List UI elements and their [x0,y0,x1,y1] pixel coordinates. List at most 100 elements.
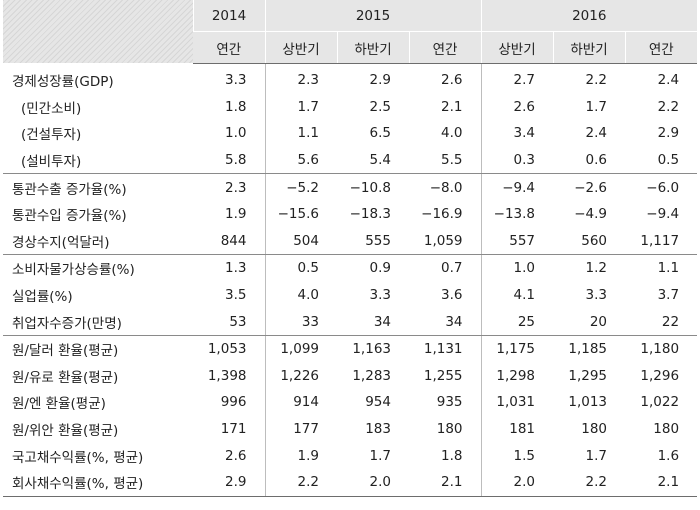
value-cell: 2.2 [264,468,337,497]
value-cell: 1,295 [568,367,608,384]
value-cell: 0.5 [625,146,698,175]
value-cell: 1.1 [264,120,337,147]
value-cell: 3.3 [369,287,391,304]
value-cell: 34 [337,308,409,336]
value-cell: 1.7 [264,93,337,121]
value-cell: 1,059 [409,227,482,256]
value-cell: 25 [480,308,554,336]
value-cell: 1,131 [423,341,463,358]
value-cell: −4.9 [574,206,608,223]
value-cell: 183 [365,421,391,438]
year-header-2016: 2016 [480,0,698,32]
value-cell: 1.7 [585,98,608,115]
value-cell: 1.0 [225,125,247,142]
value-cell: 6.5 [369,125,391,142]
value-cell: 2.2 [585,72,608,89]
row-label: 소비자물가상승률(%) [12,262,135,279]
value-cell: 1.5 [480,442,554,469]
table-row: (민간소비) 1.8 1.7 2.5 2.1 2.6 1.7 2.2 [3,93,697,121]
period-header: 하반기 [336,31,409,64]
value-cell: 1,255 [423,367,463,384]
value-cell: 4.1 [480,281,554,309]
value-cell: 954 [365,394,391,411]
value-cell: 20 [553,308,626,336]
value-cell: 1.1 [657,260,680,277]
table-row: 통관수입 증가율(%) 1.9 −15.6 −18.3 −16.9 −13.8 −4.9 −9… [3,200,697,228]
period-header: 연간 [624,31,698,64]
row-label: (설비투자) [3,146,193,175]
row-label: 원/달러 환율(평균) [12,343,119,360]
table-row: 회사채수익률(%, 평균) 2.9 2.2 2.0 2.1 2.0 2.2 2.1 [3,468,698,497]
value-cell: 1.0 [480,254,554,282]
period-header: 하반기 [552,31,626,64]
value-cell: 180 [653,421,680,438]
value-cell: 1,022 [640,394,680,411]
year-header-row: 2014 2015 2016 [3,0,698,64]
period-header: 연간 [408,31,482,64]
value-cell: 2.2 [553,468,626,497]
row-label: 국고채수익률(%, 평균) [12,449,144,466]
value-cell: 1,398 [207,367,247,384]
value-cell: 1,226 [264,362,337,390]
row-label: 회사채수익률(%, 평균) [3,468,193,497]
value-cell: 2.4 [585,125,608,142]
economic-forecast-table: 2014 2015 2016 연간 상반기 하반기 연간 상반기 하반기 연간 … [3,0,698,497]
value-cell: 1,163 [352,341,391,358]
value-cell: 557 [480,227,554,256]
value-cell: 5.8 [193,146,265,175]
value-cell: 996 [220,394,247,411]
table-row: 통관수출 증가율(%) 2.3 −5.2 −10.8 −8.0 −9.4 −2.6 −6.0 [3,173,697,201]
table-row: 원/위안 환율(평균) 171 177 183 180 181 180 180 [3,415,697,443]
value-cell: 914 [264,389,337,416]
value-cell: 2.6 [225,447,247,464]
value-cell: 555 [337,227,409,256]
value-cell: 3.3 [225,72,247,89]
value-cell: 3.7 [657,287,680,304]
row-label: 실업률(%) [12,289,73,306]
table-row: 국고채수익률(%, 평균) 2.6 1.9 1.7 1.8 1.5 1.7 1.6 [3,442,697,469]
value-cell: 0.5 [264,254,337,282]
value-cell: 2.1 [441,98,463,115]
value-cell: 2.5 [369,98,391,115]
value-cell: 180 [581,421,608,438]
value-cell: 2.2 [657,98,680,115]
value-cell: −13.8 [480,200,554,228]
value-cell: 5.6 [264,146,337,175]
value-cell: 3.3 [585,287,608,304]
value-cell: 3.6 [441,287,463,304]
value-cell: 2.1 [625,468,698,497]
value-cell: 1,117 [625,227,698,256]
value-cell: 4.0 [441,125,463,142]
value-cell: 1,185 [568,341,608,358]
value-cell: 1.9 [264,442,337,469]
value-cell: 2.4 [657,72,680,89]
value-cell: 3.5 [225,287,247,304]
value-cell: 2.6 [480,93,554,121]
value-cell: 1.8 [441,447,463,464]
value-cell: 844 [193,227,265,256]
row-label: (건설투자) [21,127,82,144]
table-row: 소비자물가상승률(%) 1.3 0.5 0.9 0.7 1.0 1.2 1.1 [3,254,697,282]
period-header: 상반기 [264,31,337,64]
value-cell: 0.3 [480,146,554,175]
value-cell: 4.0 [264,281,337,309]
value-cell: 1.2 [585,260,608,277]
row-label: 통관수출 증가율(%) [12,181,127,198]
forecast-table-container: 2014 2015 2016 연간 상반기 하반기 연간 상반기 하반기 연간 … [3,0,698,510]
row-label: 경제성장률(GDP) [12,74,114,91]
value-cell: 1.7 [585,447,608,464]
table-body: 경제성장률(GDP) 3.3 2.3 2.9 2.6 2.7 2.2 2.4 (민간소비) 1.8… [3,63,698,497]
table-row: 경상수지(억달러) 844 504 555 1,059 557 560 1,117 [3,227,698,256]
value-cell: 2.0 [337,468,409,497]
value-cell: 2.6 [441,72,463,89]
value-cell: 2.0 [480,468,554,497]
value-cell: 2.3 [264,63,337,94]
value-cell: 2.9 [657,125,680,142]
value-cell: 5.5 [409,146,482,175]
period-header: 상반기 [480,31,554,64]
value-cell: 1,053 [207,341,247,358]
row-label: 원/위안 환율(평균) [12,423,119,440]
value-cell: 1,180 [640,341,680,358]
value-cell: 935 [436,394,463,411]
value-cell: 1,013 [568,394,608,411]
